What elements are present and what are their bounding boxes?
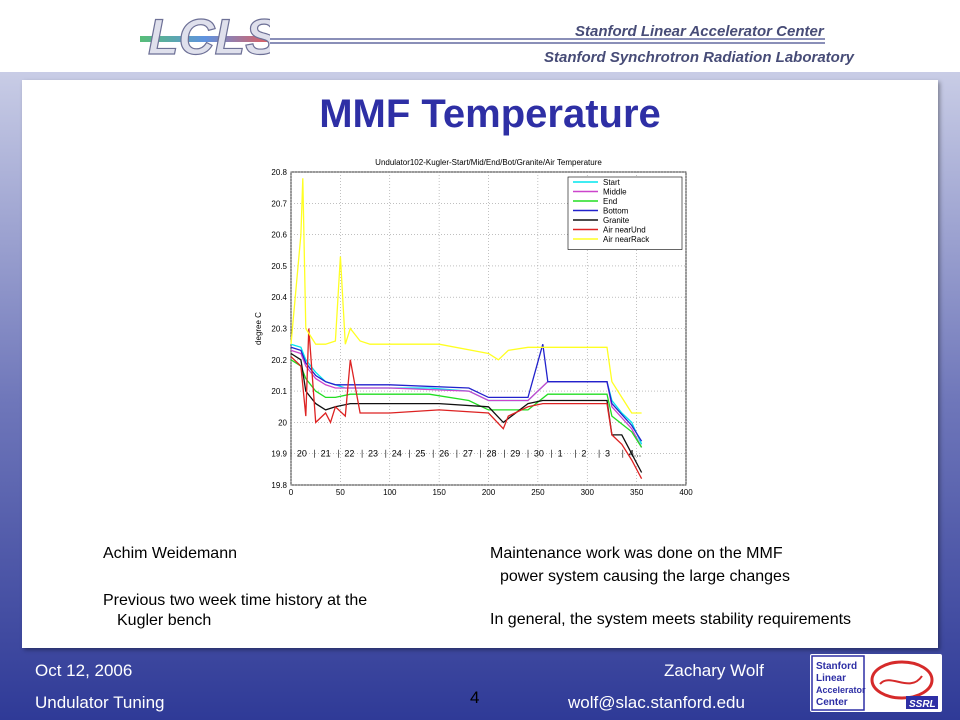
org-line-1: Stanford Linear Accelerator Center [575, 23, 824, 40]
chart-figure: Undulator102-Kugler-Start/Mid/End/Bot/Gr… [238, 155, 698, 509]
note-line-3: In general, the system meets stability r… [490, 611, 852, 628]
x-tick-label: 400 [679, 488, 693, 497]
x-tick-label: 250 [531, 488, 545, 497]
y-tick-label: 20.4 [271, 293, 287, 302]
slac-ssrl-logo: Stanford Linear Accelerator Center SSRL [810, 654, 942, 712]
footer-date: Oct 12, 2006 [35, 661, 133, 680]
day-label: 20 [297, 449, 307, 459]
description-line-2: Kugler bench [117, 612, 212, 629]
logo-word-2: Linear [816, 673, 846, 684]
series-line-air-nearrack [290, 178, 642, 414]
logo-word-3: Accelerator [816, 685, 866, 695]
day-label: 4... [629, 449, 642, 459]
y-axis-label: degree C [254, 312, 263, 345]
day-label: 25 [415, 449, 425, 459]
x-tick-label: 350 [630, 488, 644, 497]
day-label: 24 [392, 449, 402, 459]
legend-label: Air nearUnd [603, 226, 646, 235]
day-label: 21 [321, 449, 331, 459]
logo-word-1: Stanford [816, 661, 857, 672]
day-label: 1 [558, 449, 563, 459]
y-tick-label: 20.3 [271, 325, 287, 334]
footer-email: wolf@slac.stanford.edu [568, 693, 745, 712]
day-label: 3 [605, 449, 610, 459]
day-label: 30 [534, 449, 544, 459]
x-tick-label: 100 [383, 488, 397, 497]
y-tick-label: 19.9 [271, 450, 287, 459]
y-tick-label: 20.7 [271, 199, 287, 208]
slide-header: LCLS Stanford Linear Accelerator Center … [0, 0, 960, 72]
org-line-2: Stanford Synchrotron Radiation Laborator… [544, 49, 855, 66]
logo-word-4: Center [816, 697, 848, 708]
series-line-air-nearund [290, 328, 643, 480]
chart-title: Undulator102-Kugler-Start/Mid/End/Bot/Gr… [375, 158, 602, 167]
legend-box [567, 176, 683, 250]
y-tick-label: 20 [278, 418, 287, 427]
note-line-2: power system causing the large changes [500, 568, 790, 585]
x-tick-label: 0 [289, 488, 294, 497]
ssrl-ring-icon [870, 660, 934, 700]
legend-label: Bottom [603, 207, 629, 216]
lcls-logo-text: LCLS [148, 9, 270, 65]
day-label: 28 [487, 449, 497, 459]
y-tick-label: 20.8 [271, 168, 287, 177]
ssrl-beam-icon [879, 675, 923, 685]
footer-topic: Undulator Tuning [35, 693, 165, 712]
x-tick-label: 200 [482, 488, 496, 497]
y-tick-label: 20.5 [271, 262, 287, 271]
header-rule-top [270, 38, 825, 40]
slide-title: MMF Temperature [319, 92, 661, 136]
x-tick-label: 50 [336, 488, 345, 497]
legend-label: Granite [603, 216, 630, 225]
footer-author: Zachary Wolf [664, 661, 764, 680]
y-tick-label: 19.8 [271, 481, 287, 490]
temperature-chart: Undulator102-Kugler-Start/Mid/End/Bot/Gr… [254, 158, 693, 509]
legend-label: Start [603, 178, 621, 187]
day-label: 26 [439, 449, 449, 459]
day-label: 2 [581, 449, 586, 459]
x-tick-label: 150 [432, 488, 446, 497]
day-label: 22 [344, 449, 354, 459]
day-label: 27 [463, 449, 473, 459]
day-label: 29 [510, 449, 520, 459]
author-credit: Achim Weidemann [103, 545, 237, 562]
y-tick-label: 20.1 [271, 387, 287, 396]
legend-label: Middle [603, 188, 627, 197]
series-line-end [290, 359, 643, 448]
note-line-1: Maintenance work was done on the MMF [490, 545, 783, 562]
y-tick-label: 20.2 [271, 356, 287, 365]
y-tick-label: 20.6 [271, 231, 287, 240]
header-rule-bottom [270, 42, 825, 44]
lcls-logo: LCLS [140, 8, 270, 66]
x-tick-label: 300 [581, 488, 595, 497]
ssrl-badge: SSRL [909, 699, 936, 710]
description-line-1: Previous two week time history at the [103, 592, 368, 609]
legend-label: End [603, 197, 617, 206]
day-label: 23 [368, 449, 378, 459]
legend-label: Air nearRack [603, 235, 650, 244]
page-number: 4 [470, 688, 480, 707]
slac-ssrl-logo-graphic: Stanford Linear Accelerator Center SSRL [811, 655, 938, 711]
